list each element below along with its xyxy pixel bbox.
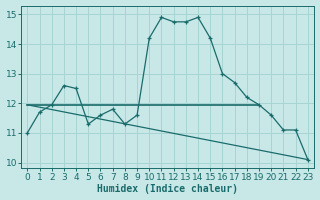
X-axis label: Humidex (Indice chaleur): Humidex (Indice chaleur) [97, 184, 238, 194]
